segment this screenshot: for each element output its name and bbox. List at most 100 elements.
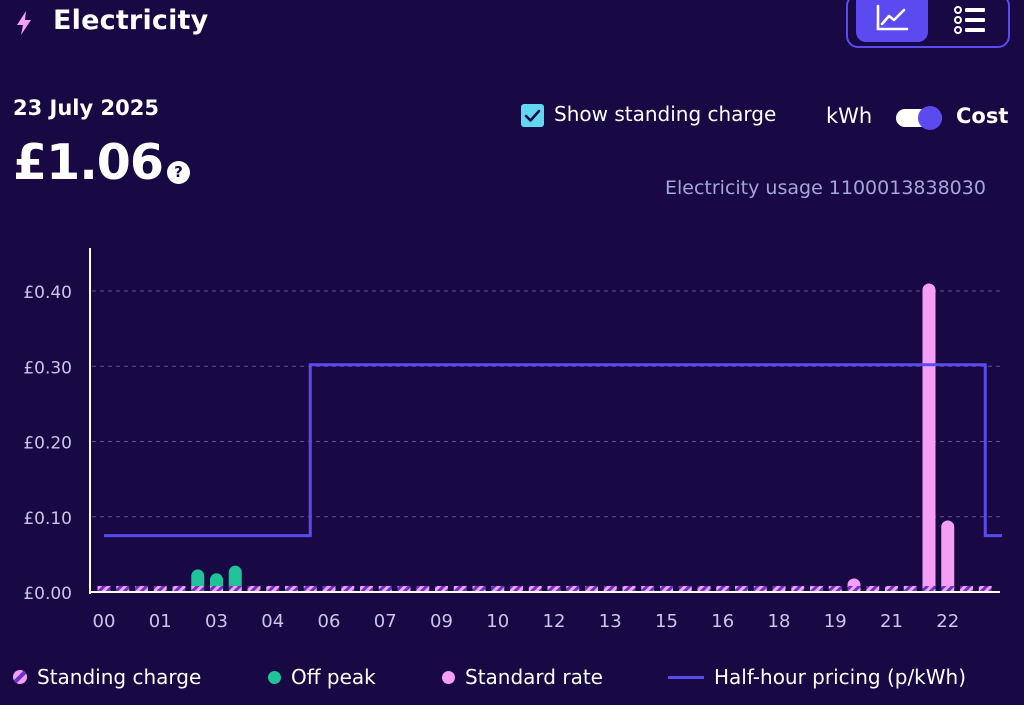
x-tick-label: 03	[205, 611, 228, 630]
standing-charge-bar	[903, 585, 917, 592]
standing-charge-bar	[153, 585, 167, 592]
x-tick-label: 00	[93, 611, 116, 630]
standing-charge-bar	[660, 585, 673, 592]
unit-kwh-label[interactable]: kWh	[826, 104, 873, 128]
unit-cost-label[interactable]: Cost	[956, 104, 1009, 128]
standard-rate-bar	[922, 283, 936, 592]
standing-charge-bar	[585, 585, 598, 592]
legend-item-standing: Standing charge	[13, 660, 201, 694]
x-tick-label: 18	[768, 611, 791, 630]
standing-charge-swatch	[13, 670, 27, 684]
standing-charge-bar	[791, 585, 805, 592]
standing-charge-bar	[528, 585, 542, 592]
standing-charge-bar	[941, 585, 955, 592]
y-tick-label: £0.30	[23, 358, 72, 378]
standing-charge-bar	[547, 585, 561, 592]
legend-label-standing: Standing charge	[37, 665, 202, 689]
standing-charge-bar	[378, 585, 392, 592]
legend-item-offpeak: Off peak	[268, 660, 376, 694]
switch-knob	[918, 106, 942, 130]
selected-date: 23 July 2025	[13, 96, 159, 120]
x-tick-label: 16	[711, 611, 734, 630]
x-tick-label: 10	[486, 611, 509, 630]
chart-view-button[interactable]	[856, 0, 928, 42]
standard-rate-swatch	[442, 670, 455, 684]
standing-charge-bar	[172, 585, 186, 592]
help-icon[interactable]: ?	[167, 161, 190, 184]
x-tick-label: 13	[599, 611, 622, 630]
standing-charge-bar	[603, 585, 617, 592]
y-tick-label: £0.20	[23, 434, 72, 454]
standing-charge-bar	[510, 585, 523, 592]
standing-charge-bar	[566, 585, 580, 592]
off-peak-bar	[228, 565, 242, 592]
standing-charge-bar	[828, 585, 842, 592]
standing-charge-bar	[472, 585, 486, 592]
y-tick-label: £0.00	[23, 584, 72, 604]
standing-charge-bar	[228, 585, 242, 592]
standing-charge-bar	[753, 585, 767, 592]
standing-charge-bar	[847, 585, 861, 592]
standing-charge-bar	[360, 585, 373, 592]
standing-charge-bar	[491, 585, 505, 592]
standing-charge-bar	[247, 585, 261, 592]
y-tick-label: £0.40	[23, 283, 72, 303]
standing-charge-bar	[285, 585, 298, 592]
standing-charge-bar	[810, 585, 823, 592]
standing-charge-bar	[960, 585, 973, 592]
standing-charge-bar	[435, 585, 448, 592]
list-icon	[954, 6, 985, 34]
standing-charge-bar	[116, 585, 130, 592]
legend-label-offpeak: Off peak	[291, 665, 376, 689]
meter-usage-label: Electricity usage 1100013838030	[665, 177, 986, 199]
legend-item-standard: Standard rate	[442, 660, 603, 694]
x-tick-label: 01	[149, 611, 172, 630]
standing-charge-bar	[303, 585, 317, 592]
standing-charge-bar	[341, 585, 355, 592]
standing-charge-bar	[772, 585, 786, 592]
unit-toggle-switch[interactable]	[896, 106, 944, 130]
x-tick-label: 15	[655, 611, 678, 630]
legend-label-pricing: Half-hour pricing (p/kWh)	[714, 665, 967, 689]
x-tick-label: 22	[936, 611, 959, 630]
pricing-line-swatch	[668, 675, 704, 679]
y-tick-label: £0.10	[23, 509, 72, 529]
list-view-button[interactable]	[938, 0, 1002, 44]
pricing-line	[104, 363, 1002, 538]
standing-charge-label[interactable]: Show standing charge	[554, 102, 777, 126]
x-tick-label: 12	[543, 611, 566, 630]
standing-charge-bar	[678, 585, 692, 592]
off-peak-swatch	[268, 670, 281, 684]
standing-charge-bar	[397, 585, 411, 592]
standing-charge-bar	[641, 585, 655, 592]
standing-charge-bar	[453, 585, 467, 592]
standing-charge-bar	[735, 585, 748, 592]
standing-charge-bar	[978, 585, 992, 592]
page-title: Electricity	[53, 5, 209, 36]
standing-charge-bar	[322, 585, 336, 592]
total-cost: £1.06	[13, 134, 164, 191]
view-toggle	[846, 0, 1010, 48]
standing-charge-bar	[191, 585, 205, 592]
standing-charge-bar	[622, 585, 636, 592]
standing-charge-bar	[697, 585, 711, 592]
standing-charge-bar	[97, 585, 111, 592]
standing-charge-bar	[416, 585, 430, 592]
x-tick-label: 07	[374, 611, 397, 630]
standing-charge-bar	[210, 585, 223, 592]
lightning-icon	[17, 11, 31, 35]
chart-legend: Standing charge Off peak Standard rate H…	[0, 660, 1024, 694]
legend-label-standard: Standard rate	[465, 665, 603, 689]
x-tick-label: 19	[824, 611, 847, 630]
checkmark-icon	[524, 109, 541, 122]
line-chart-icon	[876, 4, 909, 31]
standard-rate-bar	[941, 520, 955, 592]
standing-charge-bar	[266, 585, 280, 592]
standing-charge-bar	[885, 585, 898, 592]
standing-charge-bar	[866, 585, 880, 592]
usage-chart: £0.00 £0.10 £0.20 £0.30 £0.40 00 01 03 04 06 07 09 1…	[23, 248, 1002, 630]
standing-charge-bar	[716, 585, 730, 592]
standing-charge-bar	[922, 585, 936, 592]
standing-charge-checkbox[interactable]	[521, 104, 544, 127]
header: Electricity	[0, 0, 1024, 50]
